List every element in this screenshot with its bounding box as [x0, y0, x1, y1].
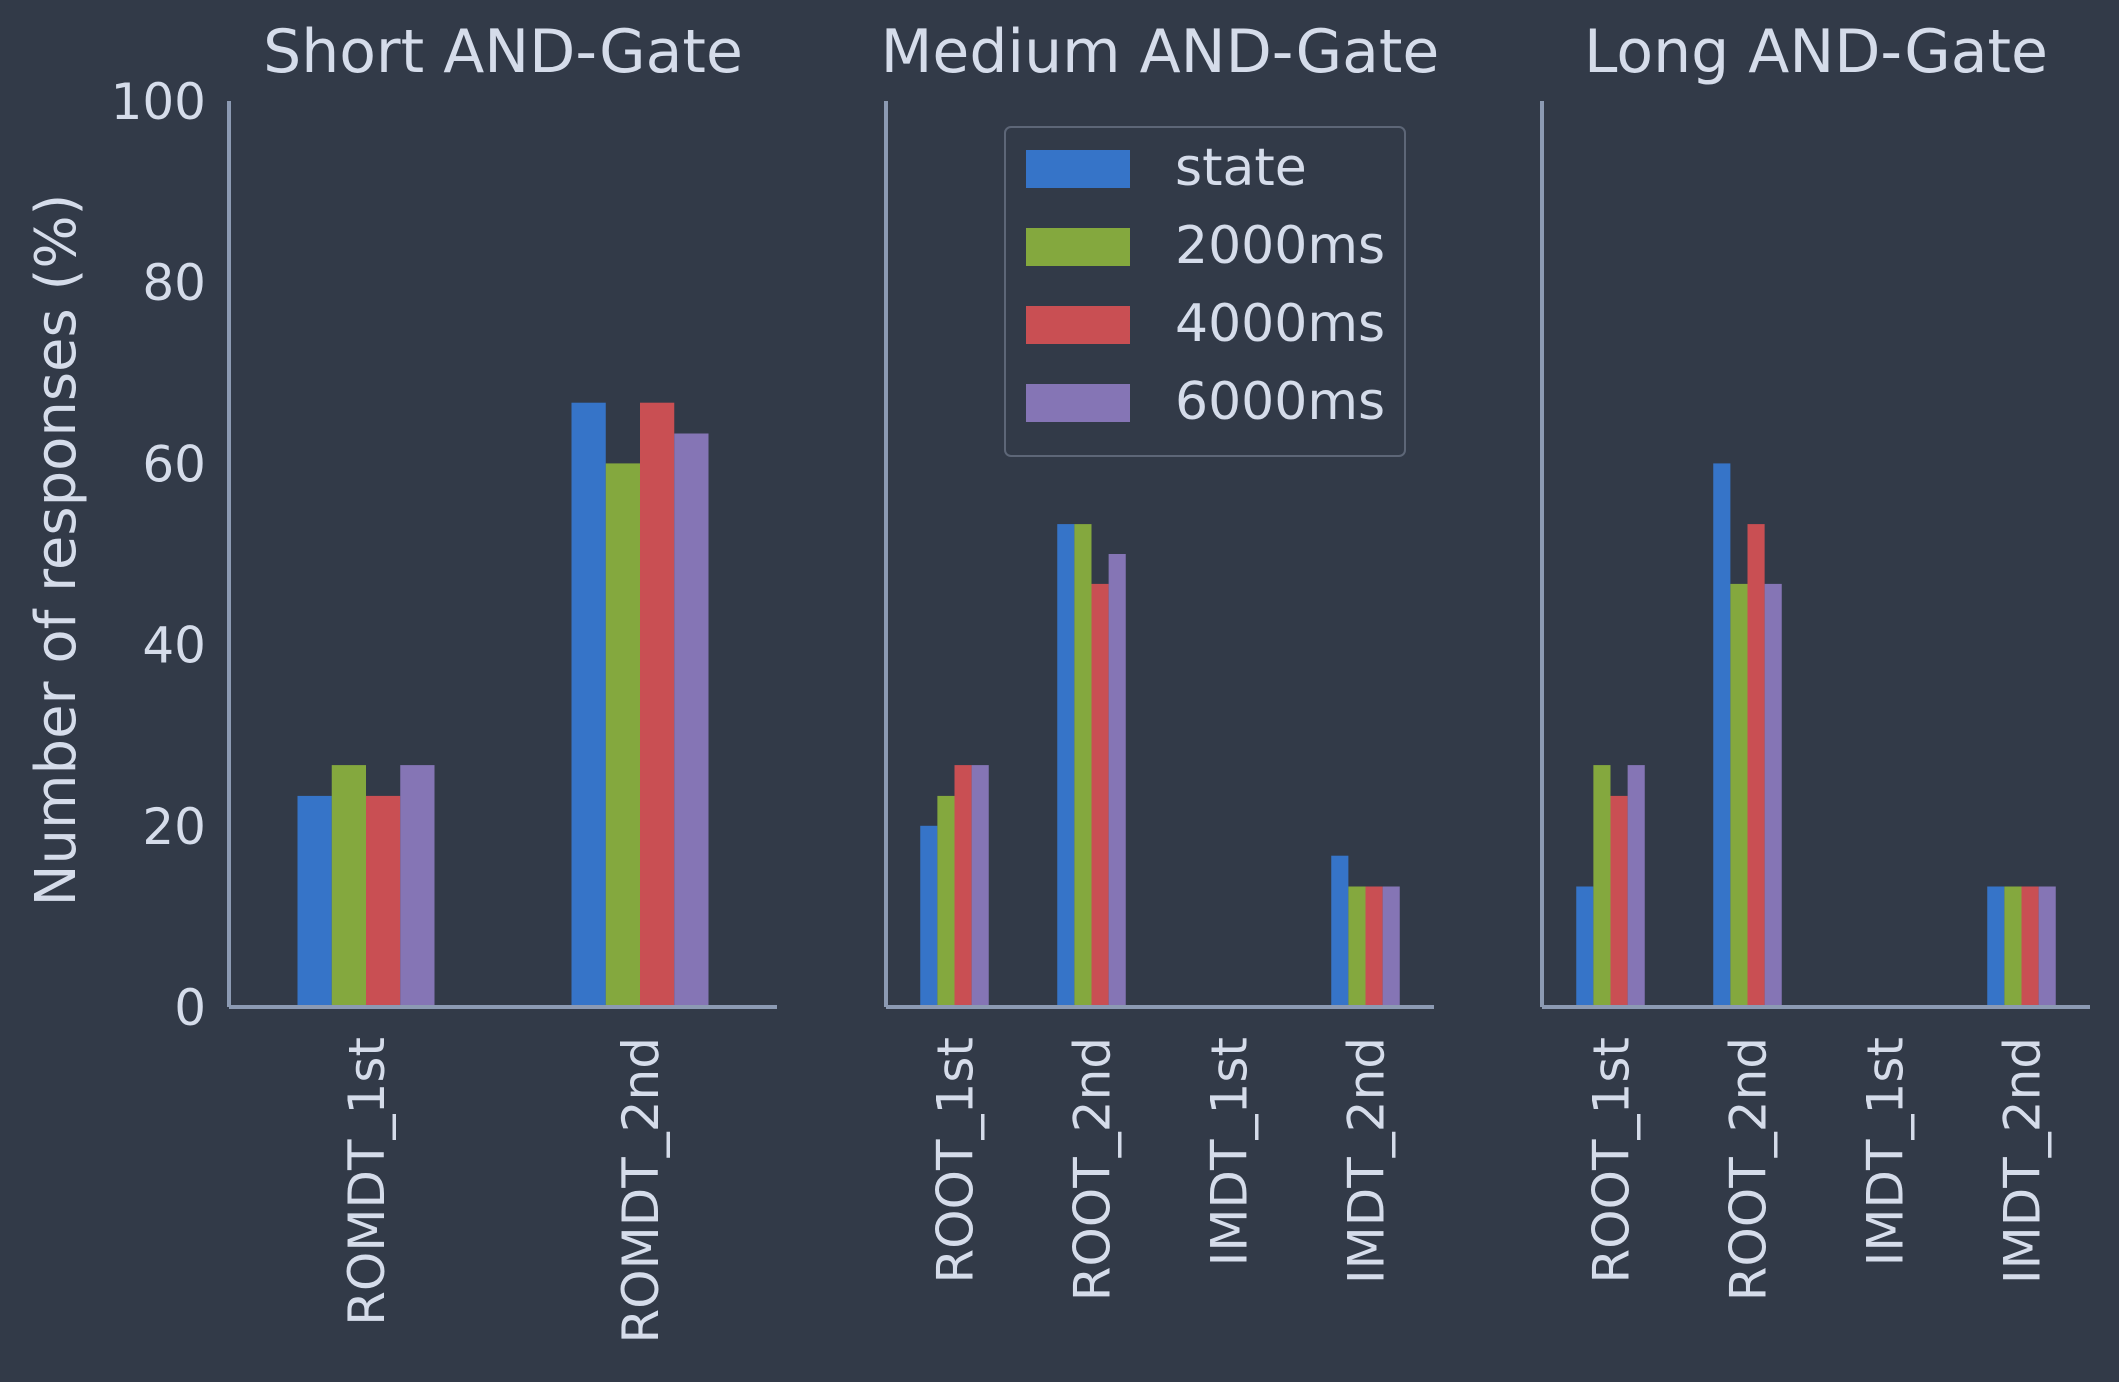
- bar: [954, 765, 972, 1007]
- x-tick-label: IMDT_2nd: [1338, 1037, 1396, 1284]
- bar: [937, 795, 955, 1007]
- bar: [297, 795, 332, 1007]
- bar: [971, 765, 989, 1007]
- bar: [605, 463, 640, 1007]
- bar: [1730, 583, 1748, 1007]
- panel-title: Short AND-Gate: [263, 17, 743, 87]
- bar: [920, 825, 938, 1007]
- panel: Short AND-Gate ROMDT_1st ROMDT_2nd: [227, 17, 777, 1344]
- x-tick-label: IMDT_1st: [1201, 1037, 1259, 1266]
- y-tick-label: 80: [142, 254, 206, 312]
- x-tick-label: ROOT_2nd: [1720, 1037, 1778, 1301]
- legend-label: 4000ms: [1175, 294, 1385, 354]
- panel-title: Medium AND-Gate: [881, 17, 1440, 87]
- bar: [1331, 855, 1349, 1007]
- bar: [1348, 886, 1366, 1007]
- y-axis-label: Number of responses (%): [24, 194, 89, 907]
- x-tick-label: ROOT_1st: [1583, 1037, 1641, 1283]
- panel: Long AND-Gate ROOT_1st ROOT_2nd IMDT_1st IMD…: [1540, 17, 2090, 1301]
- bar: [1057, 524, 1075, 1007]
- bar: [1593, 765, 1611, 1007]
- legend-swatch: [1026, 228, 1130, 266]
- bar: [1987, 886, 2005, 1007]
- x-tick-label: ROOT_1st: [927, 1037, 985, 1283]
- bar: [674, 433, 709, 1007]
- bar: [2004, 886, 2022, 1007]
- bar: [1108, 554, 1126, 1007]
- x-tick-label: ROMDT_1st: [338, 1037, 396, 1326]
- bar: [640, 402, 675, 1007]
- bar: [1576, 886, 1594, 1007]
- legend-swatch: [1026, 384, 1130, 422]
- bar: [1713, 463, 1731, 1007]
- x-tick-label: ROMDT_2nd: [612, 1037, 670, 1344]
- bar: [1382, 886, 1400, 1007]
- y-axis-ticks: 0 20 40 60 80 100: [111, 73, 206, 1037]
- bar: [1610, 795, 1628, 1007]
- bar: [1074, 524, 1092, 1007]
- legend-frame: [1004, 126, 1406, 457]
- x-tick-label: ROOT_2nd: [1064, 1037, 1122, 1301]
- x-tick-label: IMDT_2nd: [1994, 1037, 2052, 1284]
- bar: [2038, 886, 2056, 1007]
- bar: [571, 402, 606, 1007]
- panel-title: Long AND-Gate: [1584, 17, 2048, 87]
- legend-swatch: [1026, 306, 1130, 344]
- legend-swatch: [1026, 150, 1130, 188]
- bar: [400, 765, 435, 1007]
- chart-panels: Short AND-Gate ROMDT_1st ROMDT_2nd Medium A…: [227, 17, 2090, 1344]
- bar: [1627, 765, 1645, 1007]
- y-tick-label: 20: [142, 798, 206, 856]
- bar: [331, 765, 366, 1007]
- y-tick-label: 40: [142, 617, 206, 675]
- bar: [366, 795, 401, 1007]
- y-tick-label: 0: [174, 979, 206, 1037]
- bar: [2021, 886, 2039, 1007]
- legend-label: 6000ms: [1175, 372, 1385, 432]
- panel: Medium AND-Gate ROOT_1st ROOT_2nd IMDT_1st I…: [881, 17, 1440, 1301]
- y-tick-label: 60: [142, 435, 206, 493]
- legend-label: state: [1175, 138, 1307, 198]
- legend-label: 2000ms: [1175, 216, 1385, 276]
- y-tick-label: 100: [111, 73, 206, 131]
- bar: [1764, 583, 1782, 1007]
- bar: [1747, 524, 1765, 1007]
- x-tick-label: IMDT_1st: [1857, 1037, 1915, 1266]
- legend: state 2000ms 4000ms 6000ms: [1004, 126, 1406, 457]
- bar: [1091, 583, 1109, 1007]
- bar: [1365, 886, 1383, 1007]
